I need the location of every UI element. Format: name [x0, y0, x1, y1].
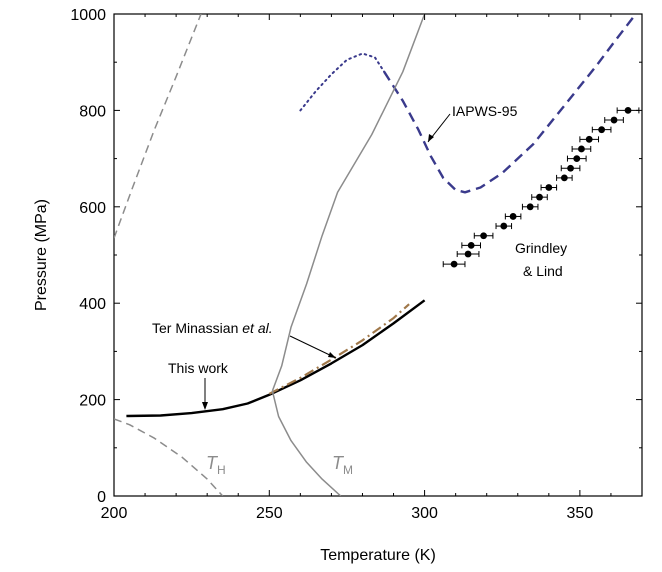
series-line-upper-grey-dashed [114, 14, 202, 239]
data-point [521, 203, 539, 211]
data-marker [598, 126, 606, 134]
y-tick-label: 600 [79, 200, 106, 217]
tm-subscript: M [343, 463, 353, 477]
x-tick-label: 300 [411, 505, 438, 522]
data-marker [610, 116, 618, 124]
series-line-t-m [271, 390, 342, 496]
x-tick-label: 200 [101, 505, 128, 522]
ter-minassian-etal: et al. [242, 320, 272, 336]
data-marker [567, 164, 574, 172]
y-tick-label: 800 [79, 103, 106, 120]
series-line-t-m-upper [271, 14, 426, 392]
data-point [504, 213, 522, 220]
data-marker [573, 155, 581, 163]
y-tick-label: 0 [97, 489, 106, 506]
data-point [495, 222, 513, 230]
th-subscript: H [217, 463, 226, 477]
y-tick-label: 1000 [70, 7, 106, 24]
series-line-iapws-95-extrapolation [299, 52, 386, 112]
series-line-t-h [114, 418, 224, 496]
ter-minassian-arrowhead [328, 352, 336, 358]
data-marker [480, 232, 487, 240]
data-marker [585, 135, 593, 143]
ter-minassian-arrow [289, 335, 337, 359]
th-label: TH [206, 453, 226, 477]
series-layer [114, 14, 637, 496]
y-axis-label: Pressure (MPa) [33, 199, 50, 311]
data-marker [545, 184, 553, 191]
x-tick-label: 250 [256, 505, 283, 522]
tm-letter: T [332, 453, 345, 473]
this-work-arrowhead [202, 402, 208, 410]
data-marker [464, 250, 472, 258]
data-marker [467, 241, 475, 249]
grindley-label-line2: & Lind [523, 263, 563, 279]
iapws-arrowhead [428, 134, 434, 142]
ter-minassian-prefix: Ter Minassian [152, 320, 242, 336]
data-point [604, 116, 624, 124]
data-marker [624, 107, 632, 114]
th-letter: T [206, 453, 219, 473]
grindley-lind-points [442, 107, 640, 268]
data-point [591, 126, 612, 134]
grindley-label-line1: Grindley [515, 240, 567, 256]
data-point [556, 174, 573, 182]
y-tick-label: 400 [79, 296, 106, 313]
data-point [571, 145, 592, 153]
tm-label: TM [332, 453, 353, 477]
data-point [560, 164, 581, 172]
data-marker [536, 193, 543, 201]
series-line-this-work [126, 299, 426, 418]
x-axis-label: Temperature (K) [320, 547, 436, 564]
y-tick-label: 200 [79, 393, 106, 410]
data-marker [560, 174, 568, 182]
data-point [566, 155, 587, 163]
series-line-iapws-95 [383, 14, 637, 194]
x-tick-label: 350 [567, 505, 594, 522]
data-marker [450, 260, 458, 268]
data-point [540, 184, 558, 191]
series-line-ter-minassian-et-al [268, 303, 410, 395]
data-marker [578, 145, 585, 153]
data-marker [526, 203, 534, 211]
data-point [579, 135, 600, 143]
data-point [473, 232, 494, 240]
this-work-label: This work [168, 360, 229, 376]
data-marker [509, 213, 517, 220]
data-point [616, 107, 640, 114]
data-marker [500, 222, 508, 230]
data-point [456, 250, 480, 258]
data-point [461, 241, 481, 249]
iapws-label: IAPWS-95 [452, 103, 518, 119]
data-point [442, 260, 466, 268]
data-point [531, 193, 548, 201]
ter-minassian-label: Ter Minassian et al. [152, 320, 273, 336]
